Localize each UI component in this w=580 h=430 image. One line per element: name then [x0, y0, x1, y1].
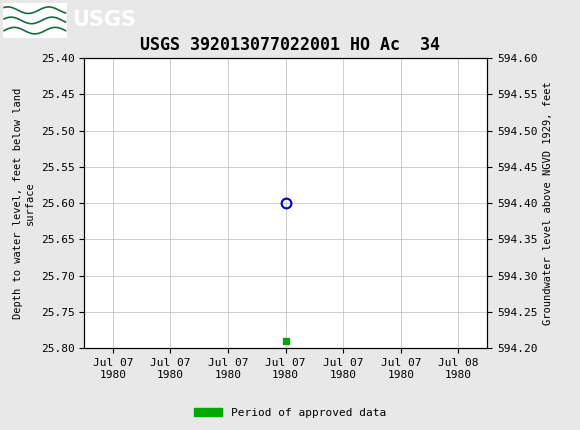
Text: USGS: USGS	[72, 10, 136, 31]
Y-axis label: Depth to water level, feet below land
surface: Depth to water level, feet below land su…	[13, 88, 35, 319]
Y-axis label: Groundwater level above NGVD 1929, feet: Groundwater level above NGVD 1929, feet	[543, 81, 553, 325]
Legend: Period of approved data: Period of approved data	[190, 403, 390, 422]
Bar	[3, 3, 67, 37]
Text: USGS 392013077022001 HO Ac  34: USGS 392013077022001 HO Ac 34	[140, 36, 440, 54]
